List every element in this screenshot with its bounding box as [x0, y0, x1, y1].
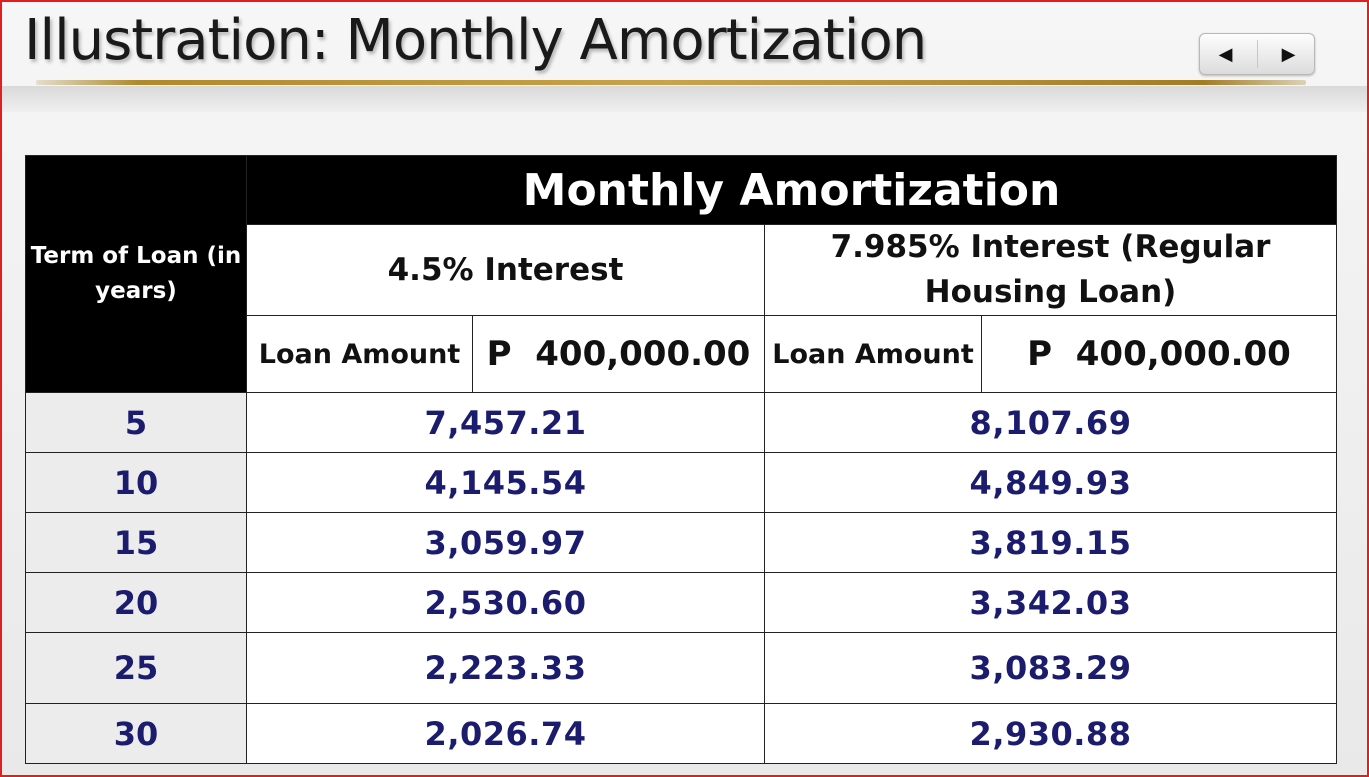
amortization-a-cell: 3,059.97 [246, 512, 765, 573]
table-row: 15 3,059.97 3,819.15 [25, 512, 1338, 573]
amortization-b-cell: 3,083.29 [763, 632, 1338, 704]
amortization-b-cell: 2,930.88 [763, 703, 1338, 764]
previous-slide-button[interactable]: ◀ [1206, 39, 1246, 69]
amortization-b-cell: 3,819.15 [763, 512, 1338, 573]
amortization-a-cell: 2,530.60 [246, 572, 765, 633]
amortization-a-cell: 7,457.21 [246, 392, 765, 453]
amortization-a-cell: 4,145.54 [246, 452, 765, 513]
amortization-b-cell: 8,107.69 [763, 392, 1338, 453]
triangle-right-icon: ▶ [1281, 43, 1296, 65]
loan-amount-value-b: P 400,000.00 [980, 315, 1338, 393]
loan-amount-label-b: Loan Amount [764, 315, 982, 393]
table-row: 10 4,145.54 4,849.93 [25, 452, 1338, 513]
title-underline [36, 80, 1306, 85]
amortization-table: Term of Loan (in years) Monthly Amortiza… [25, 155, 1338, 764]
slide-navigation: ◀ ▶ [1199, 33, 1315, 75]
table-header-row: Term of Loan (in years) Monthly Amortiza… [25, 155, 1338, 393]
amortization-a-cell: 2,223.33 [246, 632, 765, 704]
interest-header-row: 4.5% Interest 7.985% Interest (Regular H… [26, 224, 1338, 316]
term-cell: 25 [25, 632, 247, 704]
term-cell: 5 [25, 392, 247, 453]
nav-divider [1256, 40, 1258, 68]
interest-b-header: 7.985% Interest (Regular Housing Loan) [763, 224, 1338, 316]
amortization-a-cell: 2,026.74 [246, 703, 765, 764]
table-row: 20 2,530.60 3,342.03 [25, 572, 1338, 633]
term-cell: 20 [25, 572, 247, 633]
term-cell: 10 [25, 452, 247, 513]
interest-b-header-label: 7.985% Interest (Regular Housing Loan) [830, 229, 1271, 310]
term-cell: 30 [25, 703, 247, 764]
monthly-amortization-header: Monthly Amortization [245, 155, 1338, 225]
loan-amount-row: Loan Amount P 400,000.00 Loan Amount P 4… [26, 315, 1338, 393]
loan-amount-value-a: P 400,000.00 [472, 315, 765, 393]
amortization-b-cell: 3,342.03 [763, 572, 1338, 633]
term-of-loan-header: Term of Loan (in years) [25, 155, 247, 393]
term-cell: 15 [25, 512, 247, 573]
table-row: 25 2,223.33 3,083.29 [25, 632, 1338, 704]
table-row: 5 7,457.21 8,107.69 [25, 392, 1338, 453]
slide-title: Illustration: Monthly Amortization [24, 8, 927, 73]
triangle-left-icon: ◀ [1218, 43, 1233, 65]
interest-a-header: 4.5% Interest [246, 224, 765, 316]
table-row: 30 2,026.74 2,930.88 [25, 703, 1338, 764]
next-slide-button[interactable]: ▶ [1269, 39, 1309, 69]
title-shadow-band [2, 86, 1367, 112]
loan-amount-label-a: Loan Amount [246, 315, 473, 393]
amortization-b-cell: 4,849.93 [763, 452, 1338, 513]
term-header-label: Term of Loan (in years) [30, 243, 242, 304]
